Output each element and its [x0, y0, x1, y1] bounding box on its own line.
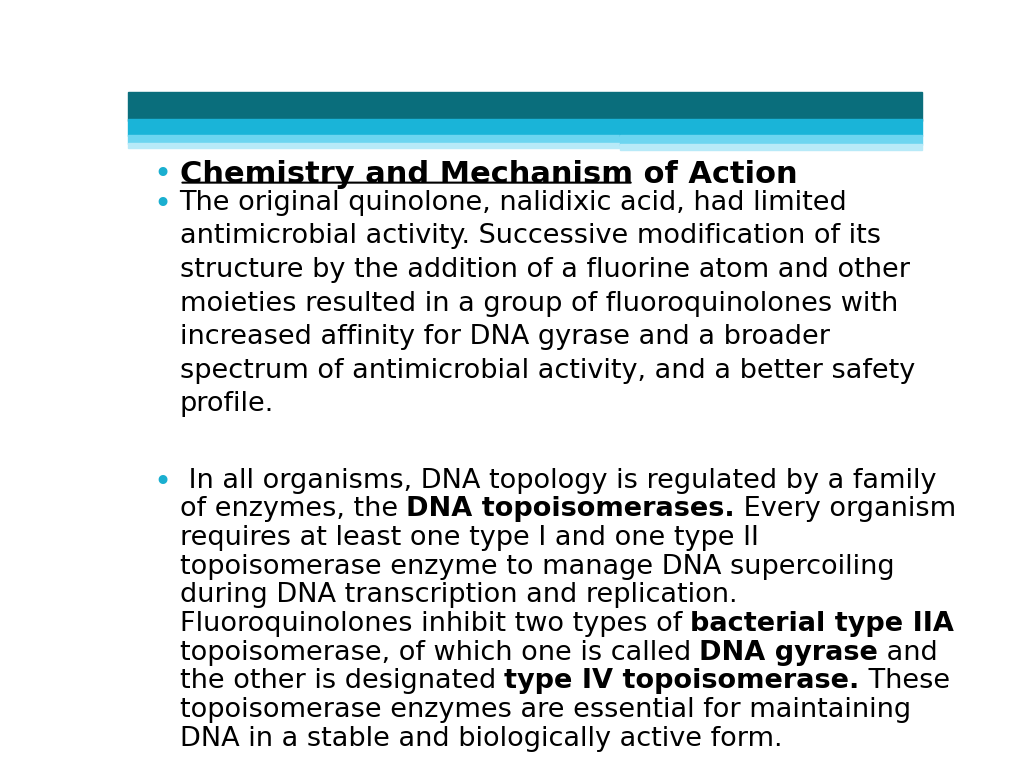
Text: DNA gyrase: DNA gyrase — [699, 640, 879, 666]
Text: topoisomerase enzymes are essential for maintaining: topoisomerase enzymes are essential for … — [179, 697, 910, 723]
Text: type IV topoisomerase.: type IV topoisomerase. — [505, 668, 860, 694]
Bar — [128, 134, 620, 144]
Text: of enzymes, the: of enzymes, the — [179, 496, 407, 522]
Text: requires at least one type I and one type II: requires at least one type I and one typ… — [179, 525, 759, 551]
Text: the other is designated: the other is designated — [179, 668, 505, 694]
Bar — [128, 119, 620, 136]
Text: and: and — [879, 640, 938, 666]
Text: •: • — [154, 190, 172, 219]
Bar — [128, 143, 620, 147]
Text: topoisomerase enzyme to manage DNA supercoiling: topoisomerase enzyme to manage DNA super… — [179, 554, 894, 580]
Text: The original quinolone, nalidixic acid, had limited
antimicrobial activity. Succ: The original quinolone, nalidixic acid, … — [179, 190, 914, 417]
Text: These: These — [860, 668, 950, 694]
Text: •: • — [154, 161, 172, 189]
Text: topoisomerase, of which one is called: topoisomerase, of which one is called — [179, 640, 699, 666]
Text: Chemistry and Mechanism of Action: Chemistry and Mechanism of Action — [179, 161, 798, 189]
Text: DNA in a stable and biologically active form.: DNA in a stable and biologically active … — [179, 726, 782, 752]
Text: •: • — [154, 468, 172, 497]
Bar — [620, 134, 922, 145]
Text: bacterial type IIA: bacterial type IIA — [690, 611, 954, 637]
Text: Fluoroquinolones inhibit two types of: Fluoroquinolones inhibit two types of — [179, 611, 690, 637]
Text: DNA topoisomerases.: DNA topoisomerases. — [407, 496, 735, 522]
Bar — [128, 92, 922, 121]
Text: Every organism: Every organism — [735, 496, 956, 522]
Bar — [620, 144, 922, 150]
Text: during DNA transcription and replication.: during DNA transcription and replication… — [179, 582, 737, 608]
Bar — [620, 119, 922, 136]
Text: In all organisms, DNA topology is regulated by a family: In all organisms, DNA topology is regula… — [179, 468, 936, 494]
